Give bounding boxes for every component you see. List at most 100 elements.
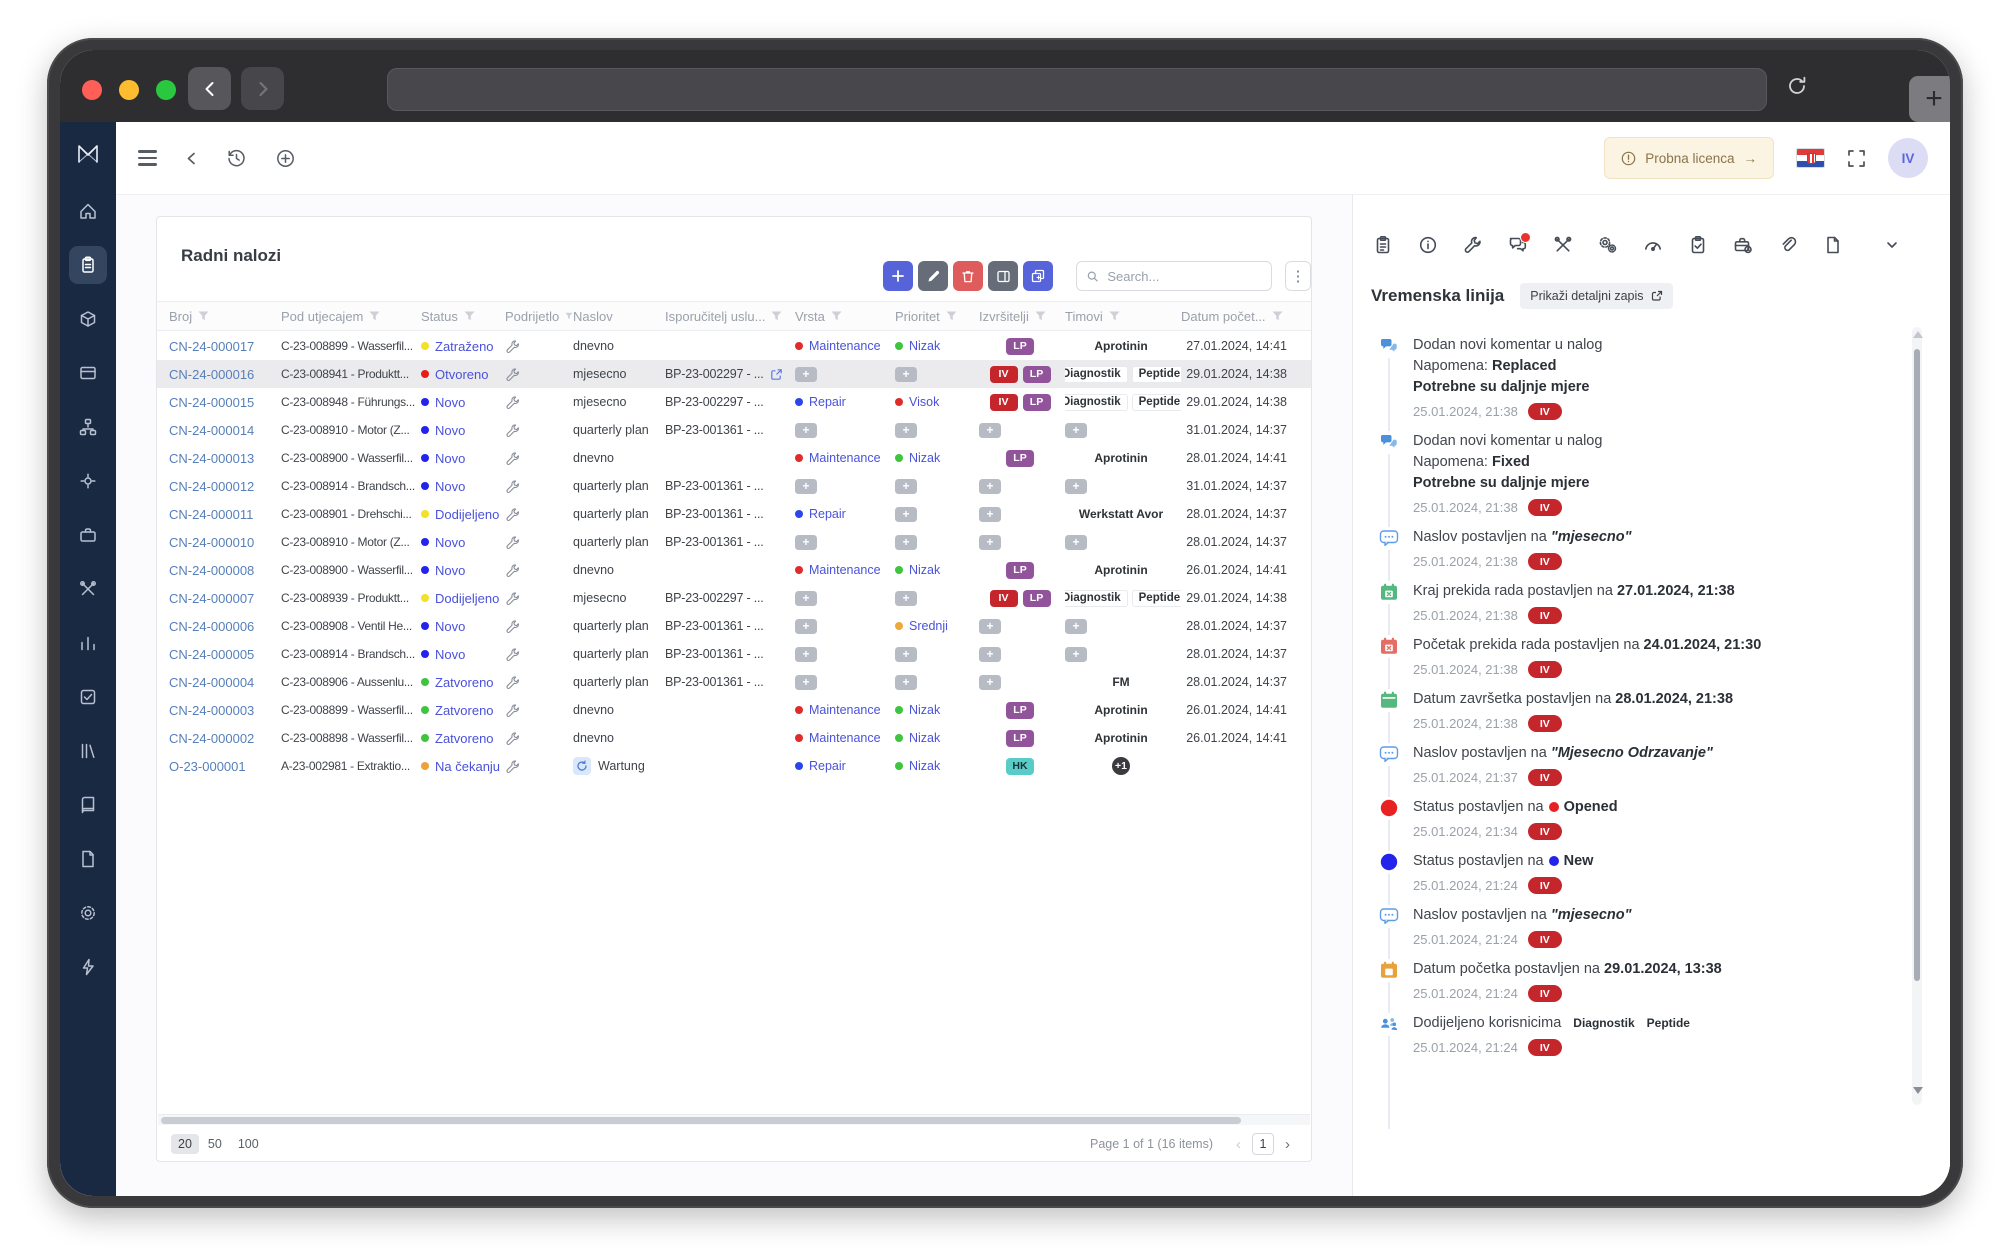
column-header-3[interactable]: Status	[421, 309, 505, 324]
add-value-button[interactable]: +	[1065, 478, 1087, 494]
add-value-button[interactable]: +	[795, 590, 817, 606]
add-value-button[interactable]: +	[895, 422, 917, 438]
add-work-order-button[interactable]	[883, 261, 913, 291]
status-link[interactable]: Novo	[435, 646, 466, 662]
reload-icon[interactable]	[1785, 74, 1809, 98]
sidebar-item-settings[interactable]	[69, 894, 107, 932]
table-row[interactable]: CN-24-000008 C-23-008900 - Wasserfil... No…	[169, 561, 1287, 579]
sidebar-item-assets[interactable]	[69, 300, 107, 338]
horizontal-scrollbar-thumb[interactable]	[161, 1117, 1241, 1124]
tab-gears[interactable]	[1598, 235, 1618, 255]
table-row[interactable]: CN-24-000013 C-23-008900 - Wasserfil... No…	[169, 449, 1287, 467]
column-header-11[interactable]: Datum počet...	[1181, 309, 1297, 324]
page-size-50[interactable]: 50	[207, 1137, 222, 1151]
work-order-link[interactable]: CN-24-000012	[169, 478, 255, 494]
add-value-button[interactable]: +	[895, 646, 917, 662]
tab-paperclip[interactable]	[1778, 235, 1798, 255]
scroll-down-icon[interactable]	[1913, 1087, 1923, 1094]
add-value-button[interactable]: +	[895, 590, 917, 606]
table-row[interactable]: CN-24-000015 C-23-008948 - Führungs... Nov…	[169, 393, 1287, 411]
table-row[interactable]: CN-24-000016 C-23-008941 - Produktt... Otv…	[157, 360, 1311, 388]
sidebar-item-metrics[interactable]	[69, 624, 107, 662]
status-link[interactable]: Otvoreno	[435, 366, 489, 382]
work-order-link[interactable]: CN-24-000008	[169, 562, 255, 578]
work-order-link[interactable]: CN-24-000006	[169, 618, 255, 634]
add-icon[interactable]	[275, 148, 296, 169]
app-logo[interactable]	[71, 136, 105, 170]
status-link[interactable]: Novo	[435, 450, 466, 466]
sidebar-item-work-orders[interactable]	[69, 246, 107, 284]
work-order-link[interactable]: CN-24-000016	[169, 366, 255, 382]
add-value-button[interactable]: +	[795, 534, 817, 550]
tab-gauge[interactable]	[1643, 235, 1663, 255]
new-tab-button[interactable]: +	[1909, 76, 1950, 122]
history-icon[interactable]	[226, 148, 247, 169]
add-value-button[interactable]: +	[979, 674, 1001, 690]
table-row[interactable]: CN-24-000006 C-23-008908 - Ventil He... No…	[169, 618, 1287, 634]
status-link[interactable]: Dodijeljeno	[435, 506, 500, 522]
sidebar-item-documents[interactable]	[69, 840, 107, 878]
add-value-button[interactable]: +	[895, 478, 917, 494]
add-value-button[interactable]: +	[1065, 422, 1087, 438]
add-value-button[interactable]: +	[795, 366, 817, 382]
sidebar-item-org[interactable]	[69, 408, 107, 446]
more-teams-badge[interactable]: +1	[1112, 757, 1130, 775]
sidebar-item-parts[interactable]	[69, 462, 107, 500]
column-header-1[interactable]: Broj	[169, 309, 281, 324]
add-value-button[interactable]: +	[979, 618, 1001, 634]
trial-license-button[interactable]: Probna licenca →	[1604, 137, 1774, 179]
column-header-4[interactable]: Podrijetlo	[505, 309, 573, 324]
work-order-link[interactable]: CN-24-000004	[169, 674, 255, 690]
avatar[interactable]: IV	[1888, 138, 1928, 178]
work-order-link[interactable]: CN-24-000005	[169, 646, 255, 662]
sidebar-item-cards[interactable]	[69, 354, 107, 392]
add-value-button[interactable]: +	[979, 478, 1001, 494]
column-header-2[interactable]: Pod utjecajem	[281, 309, 421, 324]
page-number-button[interactable]: 1	[1252, 1133, 1274, 1155]
external-link-icon[interactable]	[770, 368, 783, 381]
browser-back-button[interactable]	[188, 67, 231, 110]
column-header-10[interactable]: Timovi	[1065, 309, 1181, 324]
delete-button[interactable]	[953, 261, 983, 291]
croatian-flag-icon[interactable]	[1796, 148, 1825, 168]
table-row[interactable]: CN-24-000012 C-23-008914 - Brandsch... Nov…	[169, 478, 1287, 494]
add-value-button[interactable]: +	[979, 422, 1001, 438]
add-value-button[interactable]: +	[1065, 618, 1087, 634]
next-page-button[interactable]: ›	[1285, 1135, 1290, 1153]
tab-clipboard-check[interactable]	[1688, 235, 1708, 255]
table-row[interactable]: CN-24-000014 C-23-008910 - Motor (Z... Nov…	[169, 422, 1287, 438]
tab-info[interactable]	[1418, 235, 1438, 255]
status-link[interactable]: Zatvoreno	[435, 702, 494, 718]
work-order-link[interactable]: CN-24-000010	[169, 534, 255, 550]
add-value-button[interactable]: +	[795, 478, 817, 494]
add-value-button[interactable]: +	[795, 646, 817, 662]
status-link[interactable]: Zatvoreno	[435, 674, 494, 690]
page-size-20[interactable]: 20	[171, 1134, 199, 1154]
add-value-button[interactable]: +	[1065, 646, 1087, 662]
sidebar-item-library[interactable]	[69, 732, 107, 770]
column-header-7[interactable]: Vrsta	[795, 309, 895, 324]
sidebar-item-automations[interactable]	[69, 948, 107, 986]
table-row[interactable]: CN-24-000002 C-23-008898 - Wasserfil... Za…	[169, 729, 1287, 747]
add-value-button[interactable]: +	[795, 422, 817, 438]
work-order-link[interactable]: CN-24-000015	[169, 394, 255, 410]
status-link[interactable]: Na čekanju	[435, 758, 501, 774]
work-order-link[interactable]: CN-24-000017	[169, 338, 255, 354]
add-value-button[interactable]: +	[895, 674, 917, 690]
column-header-9[interactable]: Izvršitelji	[979, 309, 1065, 324]
table-row[interactable]: CN-24-000017 C-23-008899 - Wasserfil... Za…	[169, 337, 1287, 355]
timeline-scrollbar-thumb[interactable]	[1914, 349, 1920, 981]
tab-wrench[interactable]	[1463, 235, 1483, 255]
sidebar-item-manual[interactable]	[69, 786, 107, 824]
column-header-6[interactable]: Isporučitelj uslu...	[665, 309, 795, 324]
work-order-link[interactable]: O-23-000001	[169, 758, 246, 774]
work-order-link[interactable]: CN-24-000014	[169, 422, 255, 438]
table-row[interactable]: CN-24-000011 C-23-008901 - Drehschi... Dod…	[169, 506, 1287, 522]
add-value-button[interactable]: +	[979, 646, 1001, 662]
duplicate-button[interactable]	[1023, 261, 1053, 291]
table-row[interactable]: O-23-000001 A-23-002981 - Extraktio... Na …	[157, 752, 1311, 780]
menu-icon[interactable]	[138, 150, 157, 166]
column-header-5[interactable]: Naslov	[573, 308, 613, 324]
tab-tools[interactable]	[1553, 235, 1573, 255]
table-row[interactable]: CN-24-000004 C-23-008906 - Aussenlu... Zat…	[169, 674, 1287, 690]
